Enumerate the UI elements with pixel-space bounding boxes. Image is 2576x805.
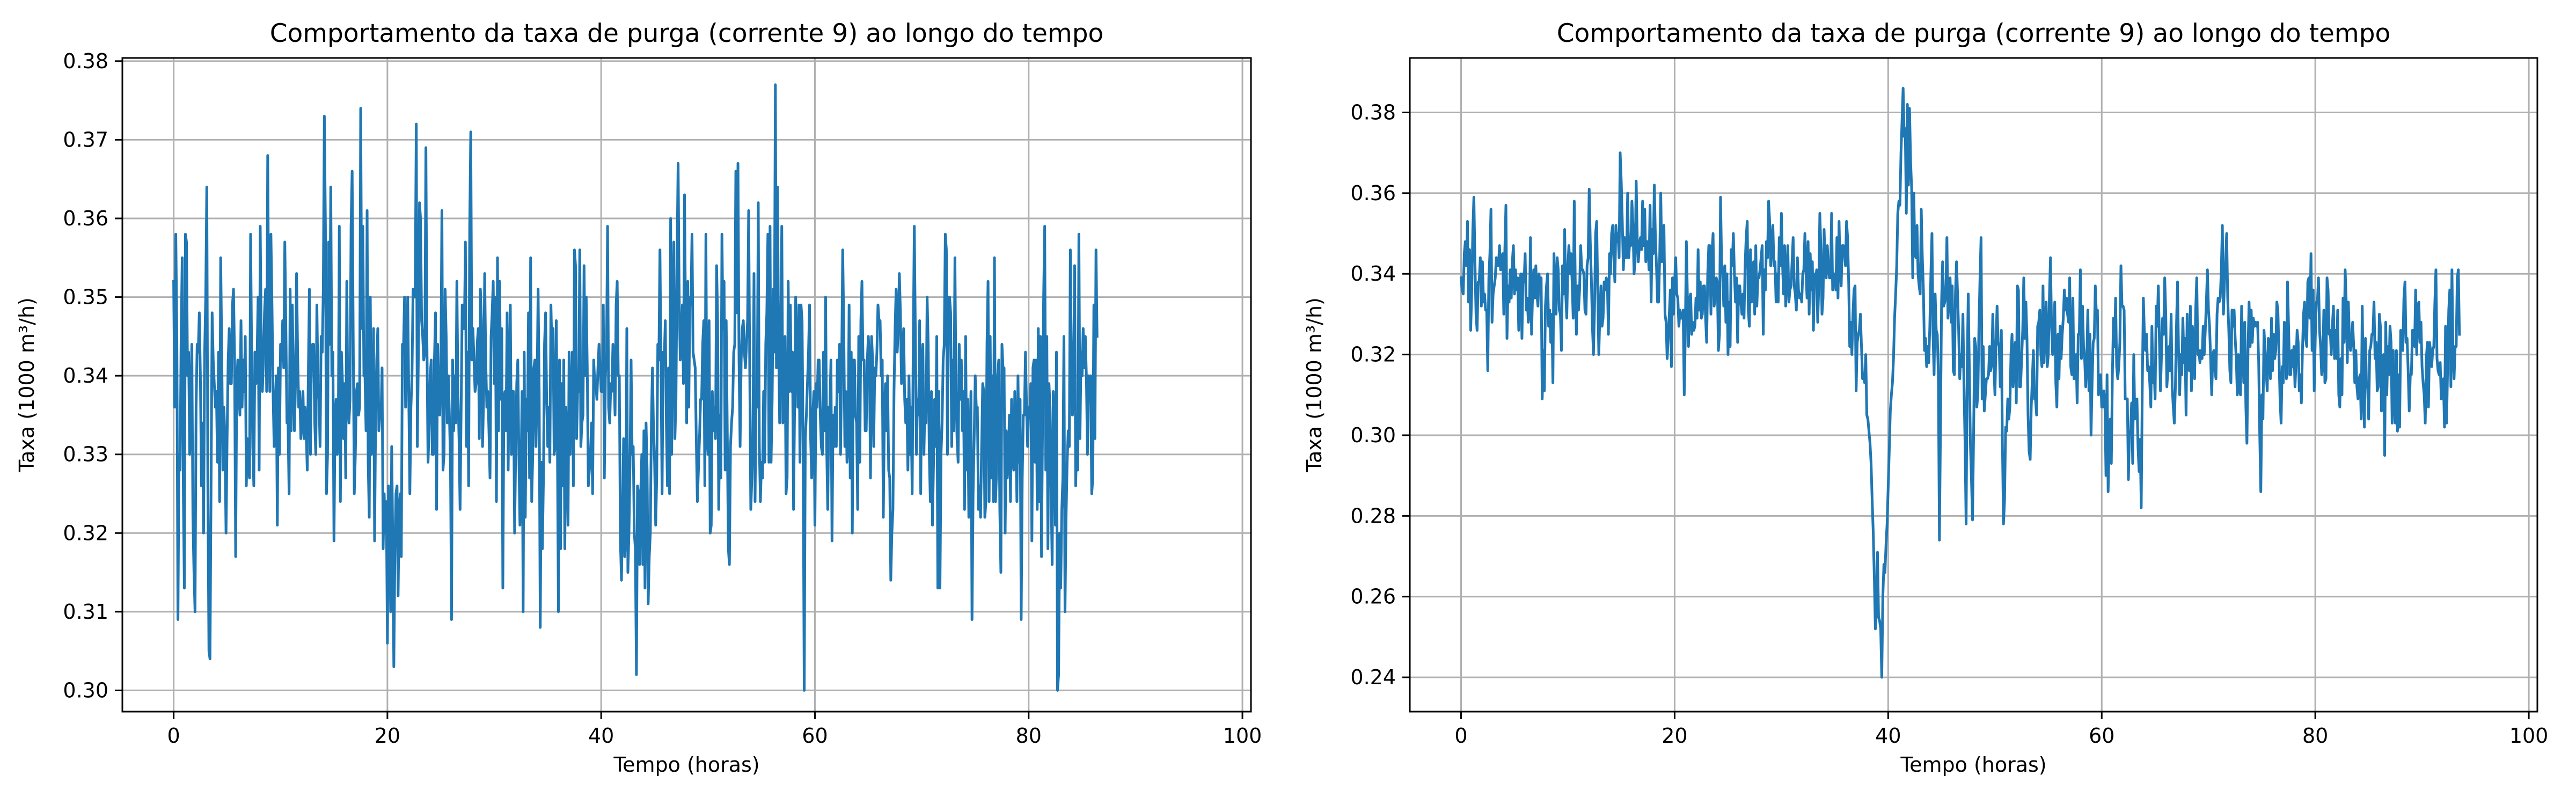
- chart-panel-left: 0 20 40 60 80 100 0.30 0.31 0.32 0.33 0.34 0.35 0.36…: [15, 19, 1262, 777]
- x-tick-label: 100: [1223, 724, 1262, 748]
- y-tick-label: 0.33: [63, 443, 108, 466]
- x-tick-label: 80: [1016, 724, 1042, 748]
- x-tick-label: 0: [167, 724, 180, 748]
- y-tick-label: 0.36: [1350, 181, 1396, 205]
- x-tick-label: 20: [375, 724, 400, 748]
- y-tick-label: 0.26: [1350, 585, 1396, 609]
- y-tick-label: 0.32: [63, 521, 108, 545]
- y-tick-label: 0.24: [1350, 665, 1396, 689]
- axes-frame: [1409, 57, 2538, 713]
- axes-frame: [121, 57, 1252, 713]
- chart-title: Comportamento da taxa de purga (corrente…: [270, 19, 1104, 48]
- y-tick-label: 0.38: [1350, 101, 1396, 125]
- x-axis-label: Tempo (horas): [613, 753, 759, 777]
- x-tick-label: 40: [1875, 724, 1901, 748]
- x-tick-label: 80: [2302, 724, 2328, 748]
- y-tick-label: 0.28: [1350, 504, 1396, 528]
- x-tick-label: 60: [802, 724, 828, 748]
- x-tick-label: 20: [1662, 724, 1687, 748]
- series-line: [1459, 86, 2461, 679]
- x-tick-label: 40: [588, 724, 614, 748]
- y-tick-label: 0.31: [63, 600, 108, 624]
- y-tick-label: 0.35: [63, 286, 108, 309]
- chart-title: Comportamento da taxa de purga (corrente…: [1557, 19, 2391, 48]
- x-tick-label: 100: [2509, 724, 2549, 748]
- x-tick-label: 0: [1454, 724, 1467, 748]
- y-tick-label: 0.38: [63, 49, 108, 73]
- chart-panel-right: 0 20 40 60 80 100 0.24 0.26 0.28 0.30 0.32 0.34 0.36…: [1302, 19, 2548, 777]
- y-tick-label: 0.32: [1350, 343, 1396, 367]
- x-axis-label: Tempo (horas): [1900, 753, 2046, 777]
- y-tick-label: 0.37: [63, 128, 108, 151]
- series-line: [172, 83, 1099, 692]
- y-tick-label: 0.30: [1350, 423, 1396, 447]
- y-axis-label: Taxa (1000 m³/h): [15, 297, 39, 473]
- y-axis-label: Taxa (1000 m³/h): [1302, 297, 1326, 473]
- y-tick-label: 0.34: [63, 364, 108, 387]
- y-tick-label: 0.30: [63, 678, 108, 702]
- y-tick-label: 0.34: [1350, 262, 1396, 286]
- y-tick-label: 0.36: [63, 207, 108, 230]
- x-tick-label: 60: [2089, 724, 2114, 748]
